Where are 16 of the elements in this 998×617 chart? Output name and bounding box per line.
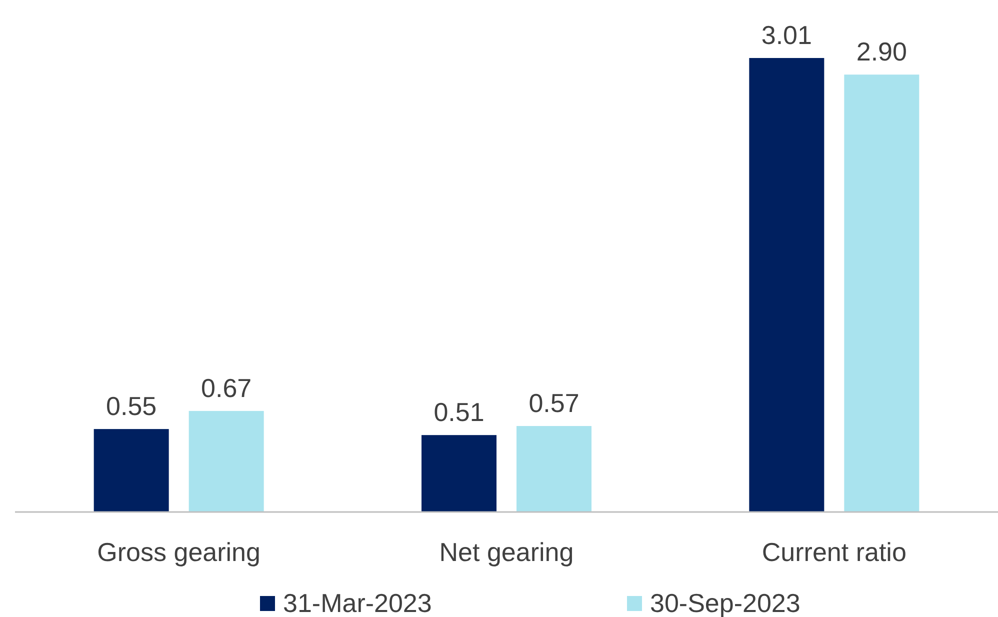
legend-label: 31-Mar-2023 xyxy=(283,588,432,617)
data-label: 0.51 xyxy=(434,397,484,428)
bar xyxy=(844,74,920,512)
bar xyxy=(749,58,824,512)
data-label: 0.67 xyxy=(201,372,252,403)
bar xyxy=(516,426,592,512)
x-tick-label: Gross gearing xyxy=(97,537,260,567)
bar xyxy=(94,429,169,512)
bar xyxy=(188,410,264,512)
data-label: 3.01 xyxy=(761,20,812,50)
x-tick-label: Net gearing xyxy=(439,537,574,567)
x-tick-label: Current ratio xyxy=(762,537,906,567)
data-label: 0.57 xyxy=(528,388,580,418)
data-label: 2.90 xyxy=(856,36,907,67)
bar xyxy=(422,435,496,512)
data-label: 0.55 xyxy=(106,391,157,422)
